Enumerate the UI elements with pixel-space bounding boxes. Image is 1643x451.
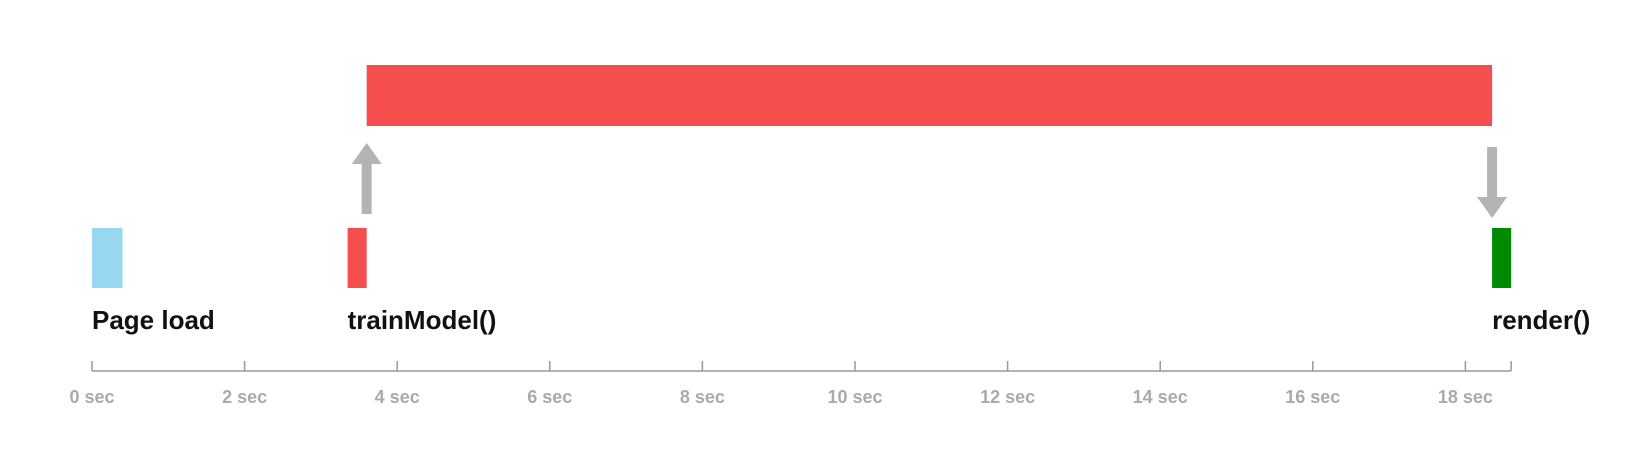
x-tick-label-12: 12 sec bbox=[980, 387, 1035, 407]
train-model-label: trainModel() bbox=[348, 305, 497, 335]
x-tick-label-2: 2 sec bbox=[222, 387, 267, 407]
x-tick-label-4: 4 sec bbox=[375, 387, 420, 407]
x-tick-label-14: 14 sec bbox=[1133, 387, 1188, 407]
x-tick-label-10: 10 sec bbox=[827, 387, 882, 407]
render-bar bbox=[1492, 228, 1512, 288]
down-arrow bbox=[1477, 147, 1508, 218]
x-tick-label-16: 16 sec bbox=[1285, 387, 1340, 407]
long-task-bar bbox=[366, 65, 1493, 126]
render-label: render() bbox=[1492, 305, 1590, 335]
x-tick-label-6: 6 sec bbox=[527, 387, 572, 407]
x-tick-label-8: 8 sec bbox=[680, 387, 725, 407]
up-arrow bbox=[351, 143, 382, 214]
x-tick-label-18: 18 sec bbox=[1438, 387, 1493, 407]
page-load-label: Page load bbox=[92, 305, 215, 335]
page-load-bar bbox=[92, 228, 123, 288]
x-axis: 0 sec 2 sec 4 sec 6 sec 8 sec 10 sec 12 sec 14 … bbox=[69, 361, 1512, 407]
x-tick-label-0: 0 sec bbox=[69, 387, 114, 407]
train-model-bar bbox=[347, 228, 367, 288]
